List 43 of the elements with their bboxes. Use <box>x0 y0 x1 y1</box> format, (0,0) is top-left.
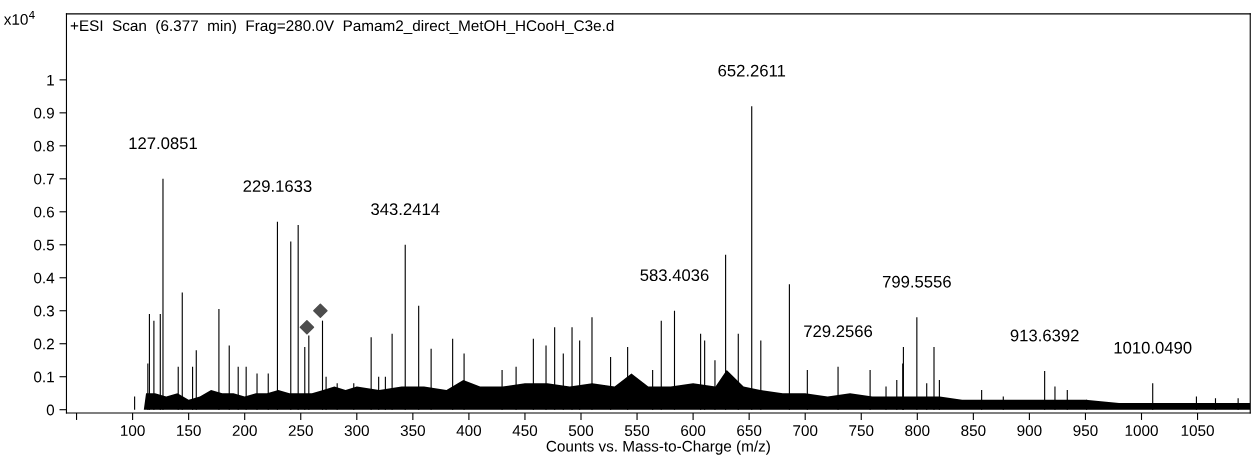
x-tick-label: 950 <box>1073 425 1098 437</box>
x-tick-label: 150 <box>177 425 201 437</box>
annotation: 799.5556 <box>882 275 951 288</box>
x-tick-label: 400 <box>456 425 482 437</box>
annotation: 1010.0490 <box>1114 341 1192 354</box>
x-tick-label: 750 <box>849 425 874 437</box>
x-tick-label: 1050 <box>1181 425 1214 437</box>
x-tick-label: 450 <box>512 425 538 437</box>
annotation: 343.2414 <box>371 203 440 216</box>
x-tick-label: 250 <box>288 425 313 437</box>
annotation: 127.0851 <box>129 137 197 150</box>
x-tick-label: 300 <box>344 425 369 437</box>
x-tick-label: 100 <box>121 425 145 437</box>
y-axis-title: x10$^{4}$ <box>3 11 35 25</box>
y-tick-label: 1 <box>47 74 54 86</box>
y-tick-label: 0.3 <box>34 305 54 317</box>
y-tick-label: 0.9 <box>34 107 54 119</box>
x-tick-label: 600 <box>681 425 706 437</box>
x-tick-label: 350 <box>400 425 425 437</box>
y-tick-label: 0.6 <box>34 206 54 218</box>
x-tick-label: 1000 <box>1125 425 1158 437</box>
y-tick-label: 0 <box>46 404 55 416</box>
annotation: 729.2566 <box>804 325 873 338</box>
y-tick-label: 0.1 <box>34 371 54 383</box>
annotation: 652.2611 <box>718 64 786 77</box>
x-tick-label: 200 <box>232 425 257 437</box>
x-tick-label: 900 <box>1017 425 1042 437</box>
x-tick-label: 700 <box>793 425 818 437</box>
annotation: +ESI Scan (6.377 min) Frag=280.0V Pamam2_direct_MetOH_HCooH_C3e.d <box>70 19 614 35</box>
x-axis-title: Counts vs. Mass-to-Charge (m/z) <box>546 440 770 455</box>
x-tick-label: 650 <box>737 425 762 437</box>
x-tick-label: 500 <box>568 425 594 437</box>
y-tick-label: 0.5 <box>34 239 55 251</box>
y-tick-label: 0.4 <box>34 272 55 284</box>
y-tick-label: 0.7 <box>34 173 54 185</box>
x-tick-label: 850 <box>961 425 986 437</box>
y-tick-label: 0.8 <box>34 140 54 152</box>
annotation: 913.6392 <box>1010 329 1079 342</box>
annotation: 229.1633 <box>243 180 312 193</box>
x-tick-label: 550 <box>624 425 650 437</box>
x-tick-label: 800 <box>905 425 930 437</box>
y-tick-label: 0.2 <box>34 338 54 350</box>
annotation: 583.4036 <box>640 269 709 282</box>
